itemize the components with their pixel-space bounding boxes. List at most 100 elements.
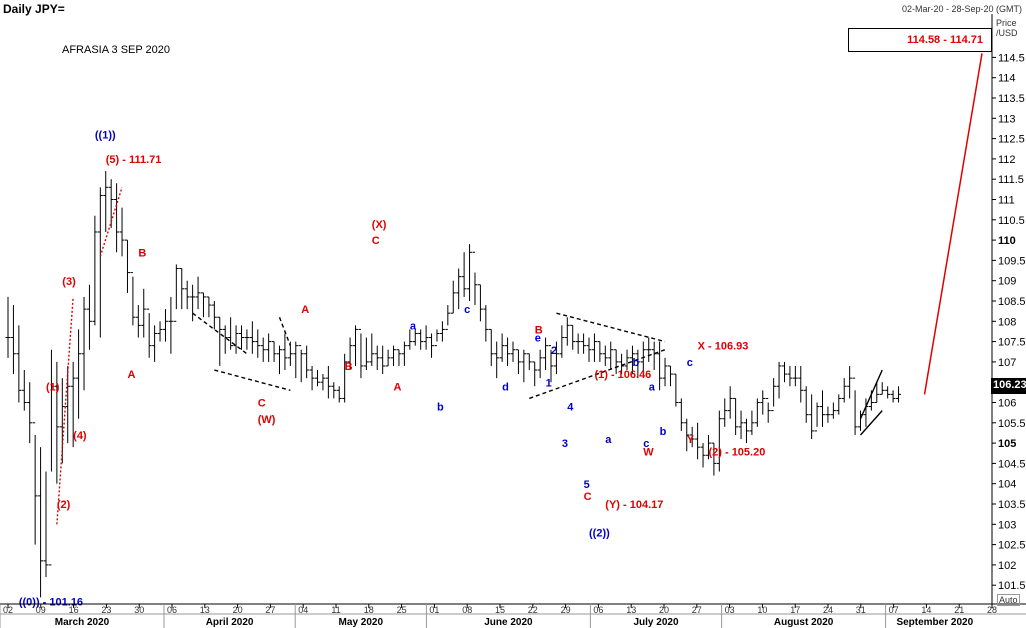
wave-label: 3 bbox=[562, 438, 568, 450]
price-tick-label: 106 bbox=[998, 397, 1016, 409]
ohlc-bar bbox=[532, 361, 538, 387]
ohlc-bar bbox=[200, 292, 206, 318]
price-tick-label: 110.5 bbox=[998, 215, 1025, 227]
price-tick-label: 112.5 bbox=[998, 134, 1025, 146]
wave-annotations bbox=[56, 53, 983, 525]
price-tick-label: 102 bbox=[998, 560, 1016, 572]
wave-label: (5) - 111.71 bbox=[106, 154, 162, 166]
wave-label: C bbox=[584, 491, 592, 503]
ohlc-bar bbox=[494, 341, 500, 379]
ohlc-bar bbox=[847, 365, 853, 399]
date-tick-label: 29 bbox=[561, 605, 571, 615]
ohlc-bar bbox=[293, 341, 299, 379]
ohlc-bar bbox=[722, 398, 728, 427]
wave-label: Y bbox=[687, 434, 695, 446]
ohlc-bar bbox=[727, 386, 733, 419]
wave-label: ((2)) bbox=[589, 527, 610, 539]
ohlc-bar bbox=[347, 337, 353, 371]
price-bars bbox=[5, 171, 902, 598]
ohlc-bar bbox=[657, 341, 663, 391]
ohlc-bar bbox=[401, 341, 407, 366]
price-tick-label: 104.5 bbox=[998, 458, 1026, 470]
price-tick-label: 104 bbox=[998, 479, 1016, 491]
ohlc-bar bbox=[391, 345, 397, 366]
wave-label: e bbox=[535, 333, 541, 345]
date-tick-label: 18 bbox=[364, 605, 374, 615]
ohlc-bar bbox=[874, 382, 880, 403]
date-tick-label: 09 bbox=[36, 605, 46, 615]
date-tick-label: 25 bbox=[397, 605, 407, 615]
month-label: September 2020 bbox=[896, 617, 973, 628]
ohlc-bar bbox=[43, 471, 49, 578]
ohlc-bar bbox=[168, 296, 174, 354]
date-tick-label: 06 bbox=[593, 605, 603, 615]
price-tick-label: 113 bbox=[998, 113, 1016, 125]
ohlc-bar bbox=[760, 390, 766, 415]
ohlc-bar bbox=[114, 183, 120, 253]
ohlc-bar bbox=[277, 345, 282, 375]
ohlc-bar bbox=[353, 325, 359, 366]
month-label: May 2020 bbox=[339, 617, 384, 628]
price-tick-label: 111 bbox=[998, 194, 1015, 206]
month-label: June 2020 bbox=[484, 617, 533, 628]
ohlc-bar bbox=[162, 309, 168, 342]
date-tick-label: 20 bbox=[659, 605, 669, 615]
ohlc-bar bbox=[260, 337, 266, 362]
ohlc-bar bbox=[423, 325, 429, 350]
ohlc-bar bbox=[374, 345, 380, 371]
ohlc-bar bbox=[266, 333, 272, 362]
ohlc-bar bbox=[765, 397, 771, 423]
ohlc-bar bbox=[412, 329, 418, 346]
axis-mode: Auto bbox=[997, 594, 1020, 606]
wave-label: b bbox=[660, 426, 667, 438]
ohlc-bar bbox=[152, 325, 158, 362]
ohlc-bar bbox=[244, 329, 250, 350]
ohlc-bar bbox=[521, 349, 527, 383]
ohlc-bar bbox=[141, 288, 147, 338]
ohlc-bar bbox=[86, 284, 92, 350]
ohlc-bar bbox=[418, 329, 424, 350]
ohlc-bar bbox=[754, 398, 760, 427]
ohlc-bar bbox=[325, 365, 331, 399]
ohlc-bar bbox=[124, 239, 130, 293]
ohlc-bar bbox=[331, 382, 337, 399]
ohlc-bar bbox=[629, 345, 635, 375]
wave-label: (2) bbox=[57, 499, 71, 511]
price-tick-label: 107.5 bbox=[998, 337, 1026, 349]
ohlc-bar bbox=[320, 374, 326, 391]
ohlc-bar bbox=[429, 333, 435, 358]
wave-label: (3) bbox=[62, 276, 76, 288]
ohlc-bar bbox=[559, 325, 565, 358]
ohlc-bar bbox=[667, 365, 673, 387]
ohlc-bar bbox=[483, 305, 489, 342]
ohlc-bar bbox=[830, 402, 836, 419]
ohlc-bar bbox=[92, 215, 98, 326]
ohlc-bar bbox=[646, 337, 652, 362]
wave-label: c bbox=[643, 438, 649, 450]
ohlc-bar bbox=[157, 321, 163, 342]
date-range: 02-Mar-20 - 28-Sep-20 (GMT) bbox=[901, 4, 1022, 14]
wedge-line bbox=[859, 369, 883, 420]
wave-label: 5 bbox=[584, 479, 590, 491]
price-tick-label: 109 bbox=[998, 276, 1016, 288]
ohlc-bar bbox=[238, 325, 244, 350]
wave-label: (Y) - 104.17 bbox=[605, 499, 663, 511]
triangle-line bbox=[278, 316, 292, 346]
ohlc-bar bbox=[450, 280, 456, 314]
ohlc-bar bbox=[689, 426, 695, 448]
wave-label: (4) bbox=[73, 430, 87, 442]
ohlc-bar bbox=[184, 280, 190, 310]
ohlc-bar bbox=[488, 328, 494, 366]
date-tick-label: 17 bbox=[790, 605, 800, 615]
ohlc-bar bbox=[445, 305, 451, 330]
ohlc-bar bbox=[217, 316, 223, 366]
date-tick-label: 07 bbox=[889, 605, 899, 615]
ohlc-bar bbox=[586, 337, 592, 362]
ohlc-bar bbox=[548, 345, 554, 383]
wave-label: b bbox=[632, 357, 639, 369]
date-tick-label: 31 bbox=[856, 605, 866, 615]
ohlc-bar bbox=[743, 418, 749, 444]
ohlc-bar bbox=[461, 252, 467, 297]
wave-label: C bbox=[372, 235, 380, 247]
ohlc-bar bbox=[591, 333, 597, 362]
